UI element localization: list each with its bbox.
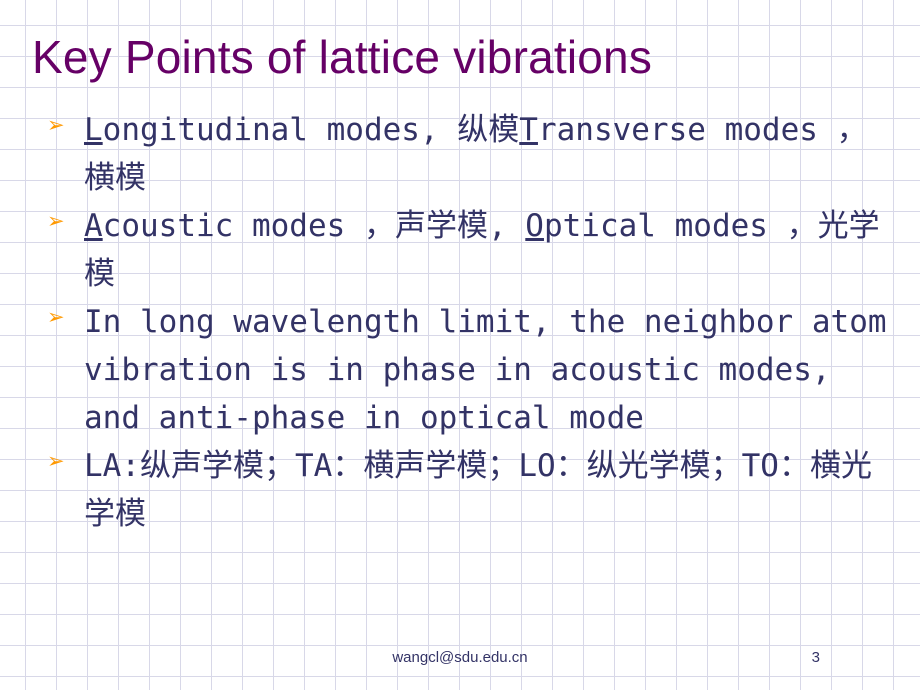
underline-letter: L [84,112,103,148]
bullet-text: In long wavelength limit, the neighbor a… [84,304,887,436]
bullet-text: coustic modes ，声学模, [103,208,526,244]
bullet-item: ➢ In long wavelength limit, the neighbor… [52,298,888,442]
underline-letter: O [525,208,544,244]
bullet-text: LA:纵声学模；TA：横声学模；LO：纵光学模；TO：横光学模 [84,448,872,532]
bullet-arrow-icon: ➢ [48,448,65,476]
bullet-arrow-icon: ➢ [48,112,65,140]
bullet-list: ➢ Longitudinal modes, 纵模Transverse modes… [32,106,888,538]
slide: Key Points of lattice vibrations ➢ Longi… [0,0,920,690]
slide-title: Key Points of lattice vibrations [32,30,888,84]
underline-letter: T [519,112,538,148]
bullet-item: ➢ LA:纵声学模；TA：横声学模；LO：纵光学模；TO：横光学模 [52,442,888,538]
bullet-item: ➢ Longitudinal modes, 纵模Transverse modes… [52,106,888,202]
bullet-item: ➢ Acoustic modes ，声学模, Optical modes ，光学… [52,202,888,298]
footer-email: wangcl@sdu.edu.cn [0,649,920,666]
underline-letter: A [84,208,103,244]
bullet-arrow-icon: ➢ [48,208,65,236]
bullet-text: ongitudinal modes, 纵模 [103,112,520,148]
page-number: 3 [812,649,820,666]
bullet-arrow-icon: ➢ [48,304,65,332]
